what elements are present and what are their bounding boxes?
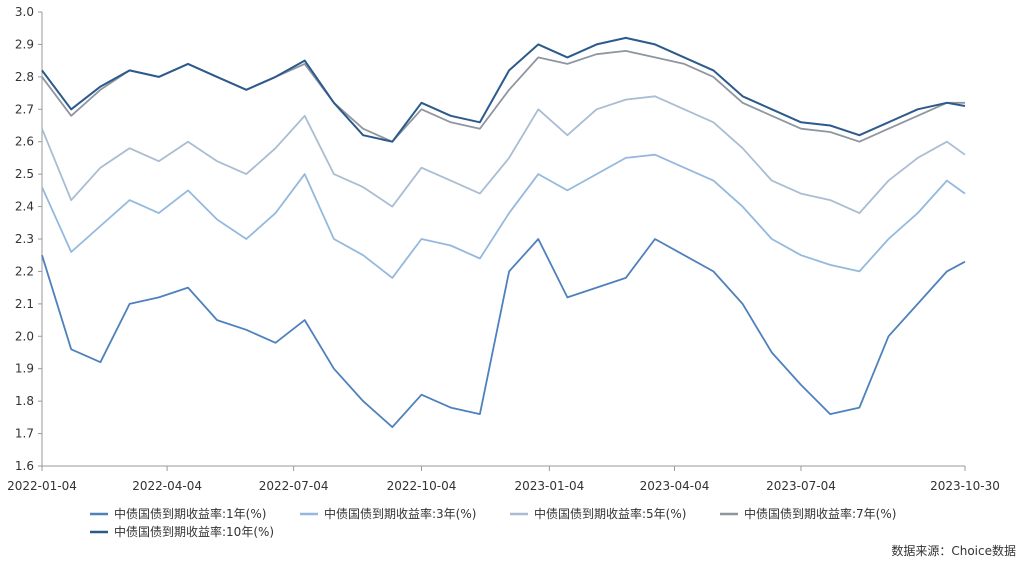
x-tick-label: 2023-01-04 [514,479,584,493]
series-line-4 [41,50,965,143]
x-tick-label: 2022-01-04 [7,479,77,493]
y-tick-label: 2.6 [15,135,34,149]
y-axis: 1.6 1.7 1.8 1.9 2.0 2.1 2.2 2.3 2.4 2.5 2.6 2.7 2.8 2… [15,5,43,473]
series-line-3 [41,95,966,215]
series-layer [41,36,966,429]
y-tick-label: 2.9 [15,37,34,51]
legend-label: 中债国债到期收益率:7年(%) [744,506,896,521]
y-tick-label: 2.7 [15,102,34,116]
x-tick-label: 2022-07-04 [259,479,329,493]
y-tick-label: 2.2 [15,264,34,278]
x-tick-label: 2023-07-04 [766,479,836,493]
x-tick-label: 2022-04-04 [132,479,202,493]
legend-label: 中债国债到期收益率:5年(%) [534,506,686,521]
y-tick-label: 1.9 [15,362,34,376]
y-tick-label: 3.0 [15,5,34,19]
y-tick-label: 1.8 [15,394,34,408]
y-tick-label: 1.7 [15,427,34,441]
y-tick-label: 2.3 [15,232,34,246]
y-tick-label: 2.0 [15,329,34,343]
y-tick-label: 2.8 [15,70,34,84]
y-tick-label: 2.1 [15,297,34,311]
series-line-1 [41,238,966,429]
x-tick-label: 2022-10-04 [387,479,457,493]
y-tick-label: 2.5 [15,167,34,181]
y-tick-label: 2.4 [15,200,34,214]
legend-label: 中债国债到期收益率:10年(%) [114,524,274,539]
series-line-5 [41,36,966,143]
series-line-2 [41,153,966,279]
source-note: 数据来源：Choice数据 [891,543,1016,558]
legend: 中债国债到期收益率:1年(%) 中债国债到期收益率:3年(%) 中债国债到期收益率:… [90,506,896,539]
legend-label: 中债国债到期收益率:3年(%) [324,506,476,521]
y-tick-label: 1.6 [15,459,34,473]
x-tick-label: 2023-10-30 [930,479,1000,493]
x-tick-label: 2023-04-04 [640,479,710,493]
x-axis: 2022-01-04 2022-04-04 2022-07-04 2022-10-04… [7,465,1000,493]
legend-label: 中债国债到期收益率:1年(%) [114,506,266,521]
